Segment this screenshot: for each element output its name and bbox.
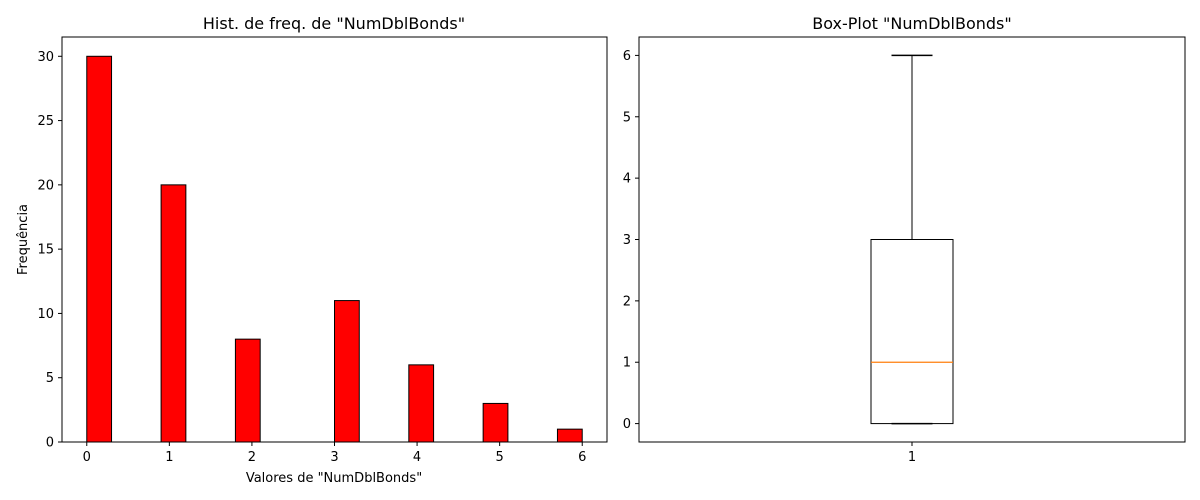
histogram-y-tick-label: 20 [37,178,54,193]
boxplot-y-tick-label: 0 [623,417,631,432]
histogram-x-tick-label: 1 [165,450,173,465]
boxplot-box [870,239,954,425]
histogram-y-tick-label: 0 [46,436,54,451]
histogram-x-ticks: 0 1 2 3 4 5 6 [83,442,586,465]
histogram-bar [408,364,435,443]
histogram-bar [160,184,187,443]
boxplot-y-tick-label: 4 [623,172,631,187]
histogram-title: Hist. de freq. de "NumDblBonds" [203,14,465,33]
boxplot-x-tick-label: 1 [908,450,916,465]
boxplot-axes-frame [638,36,1186,443]
histogram-bar [334,300,360,443]
histogram-y-tick-label: 15 [37,243,54,258]
boxplot-title: Box-Plot "NumDblBonds" [812,14,1012,33]
histogram-bar [482,402,509,443]
histogram-bar [556,428,583,443]
boxplot-y-tick-label: 6 [623,49,631,64]
histogram-x-axis-label: Valores de "NumDblBonds" [246,471,422,486]
histogram-x-tick-label: 6 [578,450,586,465]
histogram-y-ticks: 0 5 10 15 20 25 30 [37,50,62,451]
histogram-x-tick-label: 0 [83,450,91,465]
histogram-bar [234,338,261,443]
histogram-y-tick-label: 10 [37,307,54,322]
histogram-y-tick-label: 5 [46,371,54,386]
boxplot-y-tick-label: 3 [623,233,631,248]
histogram-x-tick-label: 3 [330,450,338,465]
histogram-bar [86,55,113,443]
boxplot-y-tick-label: 5 [623,110,631,125]
histogram-x-tick-label: 5 [496,450,504,465]
histogram-y-tick-label: 30 [37,50,54,65]
boxplot-x-ticks: 1 [908,442,916,465]
histogram-bars [86,55,583,443]
boxplot-y-tick-label: 2 [623,294,631,309]
histogram-axes-frame [61,36,608,443]
histogram-y-tick-label: 25 [37,114,54,129]
boxplot-chart: Box-Plot "NumDblBonds" 1 0 1 2 3 4 5 6 [623,14,1186,465]
boxplot-marks [870,54,954,425]
boxplot-y-ticks: 0 1 2 3 4 5 6 [623,49,639,432]
histogram-x-tick-label: 4 [413,450,421,465]
histogram-x-tick-label: 2 [248,450,256,465]
histogram-y-axis-label: Frequência [16,204,31,275]
boxplot-y-tick-label: 1 [623,356,631,371]
